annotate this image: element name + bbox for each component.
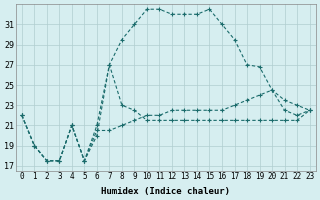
X-axis label: Humidex (Indice chaleur): Humidex (Indice chaleur) — [101, 187, 230, 196]
